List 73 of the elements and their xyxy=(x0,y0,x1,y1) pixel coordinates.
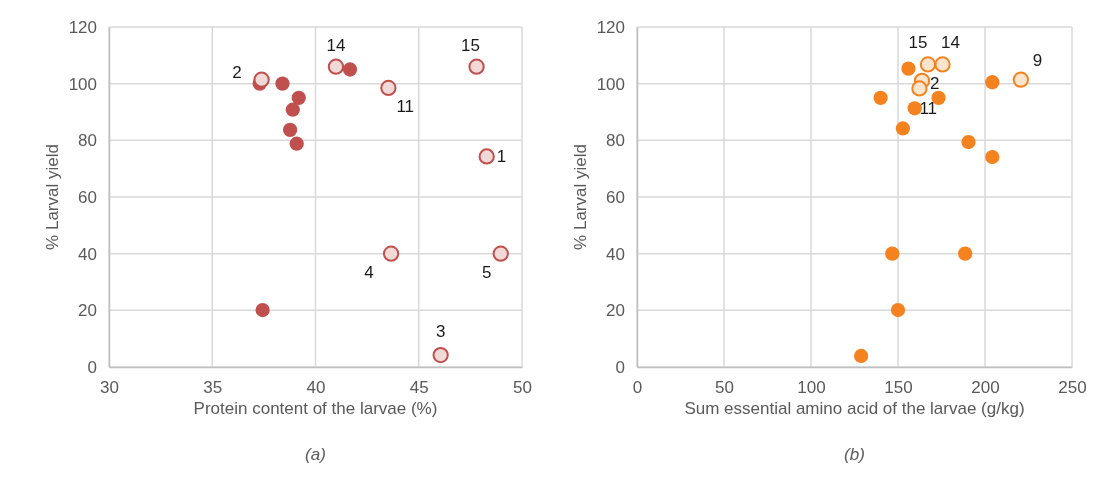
text: (a) xyxy=(305,445,326,464)
y-tick-label: 40 xyxy=(78,244,97,264)
annotation: 3 xyxy=(435,322,446,342)
y-tick-label: 0 xyxy=(87,357,97,377)
y-tick-label: 40 xyxy=(606,244,625,264)
y-tick-label: 100 xyxy=(68,74,97,94)
y-tick-label: 0 xyxy=(615,357,625,377)
point xyxy=(895,121,911,136)
annotation: 4 xyxy=(364,262,374,282)
annotation: 2 xyxy=(232,62,242,82)
x-tick-label: 200 xyxy=(971,378,1000,398)
point xyxy=(289,136,304,151)
y-tick-label: 80 xyxy=(78,131,97,151)
point xyxy=(327,58,345,75)
y-tick-label: 80 xyxy=(606,131,625,151)
y-tick-label: 20 xyxy=(606,301,625,321)
point xyxy=(285,102,300,117)
y-tick-label: 60 xyxy=(78,187,97,207)
y-tick-label: 120 xyxy=(596,17,625,37)
annotation: 11 xyxy=(919,99,938,119)
annotation: 14 xyxy=(941,33,960,53)
point xyxy=(958,246,973,261)
x-axis-title: Sum essential amino acid of the larvae (g/kg) xyxy=(684,399,1025,418)
point xyxy=(342,62,358,77)
point xyxy=(985,149,1000,165)
annotation: 11 xyxy=(396,96,415,116)
x-tick-label: 50 xyxy=(715,378,734,398)
point xyxy=(911,80,928,97)
annotation: 2 xyxy=(930,73,940,93)
y-axis-title: % Larval yield xyxy=(43,144,62,250)
point xyxy=(275,76,290,91)
y-axis-title: % Larval yield xyxy=(571,144,590,250)
annotation: 9 xyxy=(1032,50,1043,70)
annotation: 15 xyxy=(461,35,481,55)
x-tick-label: 50 xyxy=(513,378,532,398)
y-tick-label: 120 xyxy=(68,17,97,37)
point xyxy=(919,56,937,73)
point xyxy=(382,245,400,262)
point xyxy=(853,348,869,364)
x-tick-label: 40 xyxy=(306,378,326,398)
x-tick-label: 250 xyxy=(1058,378,1087,398)
x-tick-label: 0 xyxy=(632,378,643,398)
y-tick-label: 100 xyxy=(596,74,625,94)
annotation: 5 xyxy=(482,262,492,282)
y-tick-label: 60 xyxy=(606,187,625,207)
text: (b) xyxy=(844,445,865,464)
point xyxy=(253,71,270,88)
point xyxy=(873,90,888,105)
point xyxy=(961,134,976,150)
annotation: 14 xyxy=(326,35,346,55)
point xyxy=(432,346,449,364)
x-tick-label: 45 xyxy=(409,378,429,398)
annotation: 1 xyxy=(496,147,507,167)
point xyxy=(985,75,1000,90)
point xyxy=(255,302,270,318)
point xyxy=(492,245,509,262)
point xyxy=(901,61,916,76)
point xyxy=(885,246,900,261)
y-tick-label: 20 xyxy=(78,301,97,321)
point xyxy=(478,148,495,165)
point xyxy=(934,56,951,73)
point xyxy=(1012,71,1029,88)
x-tick-label: 30 xyxy=(100,378,119,398)
x-tick-label: 100 xyxy=(797,378,826,398)
point xyxy=(380,79,397,97)
x-axis-title: Protein content of the larvae (%) xyxy=(193,399,438,418)
point xyxy=(468,58,485,75)
point xyxy=(291,90,306,105)
x-tick-label: 35 xyxy=(203,378,223,398)
annotation: 15 xyxy=(908,33,928,53)
point xyxy=(282,122,298,137)
point xyxy=(890,302,906,318)
x-tick-label: 150 xyxy=(884,378,913,398)
